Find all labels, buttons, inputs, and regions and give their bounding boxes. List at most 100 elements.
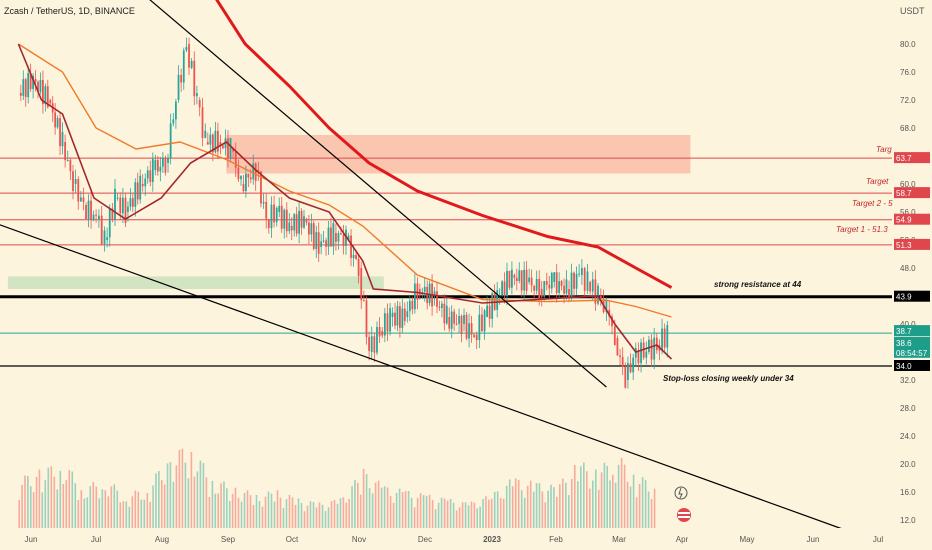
volume-bar bbox=[68, 470, 71, 528]
volume-bar bbox=[446, 500, 449, 528]
candle-body bbox=[594, 279, 597, 304]
green-zone bbox=[7, 276, 384, 289]
candle-body bbox=[103, 230, 106, 245]
volume-bar bbox=[258, 501, 261, 528]
candle-body bbox=[114, 188, 116, 220]
volume-bar bbox=[214, 493, 217, 528]
candle-body bbox=[116, 197, 119, 199]
time-tick-label: Jun bbox=[25, 535, 38, 544]
candle-body bbox=[188, 44, 190, 68]
candle-body bbox=[312, 223, 315, 249]
candles-layer bbox=[19, 37, 669, 389]
volume-bar bbox=[38, 469, 41, 528]
volume-bar bbox=[523, 497, 526, 528]
volume-bar bbox=[83, 498, 86, 528]
candle-body bbox=[196, 93, 198, 97]
candle-body bbox=[308, 222, 310, 235]
volume-bar bbox=[199, 460, 202, 528]
candle-body bbox=[111, 208, 114, 220]
candle-body bbox=[39, 79, 42, 92]
candle-body bbox=[240, 175, 242, 180]
candle-body bbox=[373, 336, 376, 353]
price-tick-label: 48.0 bbox=[900, 264, 916, 273]
candle-body bbox=[436, 291, 438, 307]
volume-bar bbox=[603, 462, 606, 528]
candle-body bbox=[211, 134, 214, 153]
candle-body bbox=[650, 339, 653, 360]
volume-bar bbox=[297, 498, 300, 528]
candle-body bbox=[563, 285, 565, 294]
flag-icon[interactable] bbox=[677, 508, 691, 522]
ma-orange-line[interactable] bbox=[18, 43, 672, 318]
alert-icon[interactable] bbox=[674, 486, 688, 500]
candle-body bbox=[394, 312, 396, 326]
candle-body bbox=[320, 241, 323, 247]
trailing-stop-line[interactable] bbox=[17, 43, 673, 360]
volume-bar bbox=[425, 495, 428, 528]
candle-body bbox=[217, 130, 219, 152]
annotation-target: Target bbox=[866, 177, 889, 186]
candle-body bbox=[46, 86, 49, 108]
candle-body bbox=[204, 130, 207, 139]
candle-body bbox=[458, 315, 460, 324]
volume-bar bbox=[449, 498, 452, 528]
volume-bar bbox=[583, 462, 585, 528]
trendline[interactable] bbox=[136, 0, 607, 388]
volume-bar bbox=[226, 488, 228, 528]
volume-bar bbox=[377, 480, 380, 528]
candle-body bbox=[54, 112, 57, 128]
candle-body bbox=[85, 205, 87, 219]
volume-bar bbox=[333, 499, 336, 528]
volume-bar bbox=[535, 483, 538, 528]
candle-body bbox=[463, 314, 465, 324]
time-tick-label: Sep bbox=[221, 535, 236, 544]
candle-body bbox=[450, 311, 453, 329]
volume-bar bbox=[434, 509, 437, 528]
candle-body bbox=[515, 277, 518, 282]
candle-body bbox=[383, 313, 386, 336]
price-axis-panel[interactable] bbox=[892, 0, 932, 528]
candle-body bbox=[61, 131, 64, 147]
candle-body bbox=[44, 86, 47, 105]
candle-body bbox=[180, 74, 183, 83]
candle-body bbox=[242, 184, 245, 192]
volume-bar bbox=[586, 471, 588, 528]
volume-bar bbox=[629, 486, 632, 528]
candle-body bbox=[465, 314, 468, 339]
candle-body bbox=[131, 198, 134, 207]
volume-bar bbox=[464, 502, 467, 528]
candle-body bbox=[443, 303, 446, 324]
ma-200-line[interactable] bbox=[214, 0, 673, 289]
volume-bar bbox=[294, 504, 297, 528]
price-tick-label: 24.0 bbox=[900, 432, 916, 441]
time-tick-label: Mar bbox=[612, 535, 626, 544]
candle-body bbox=[262, 201, 265, 204]
volume-bar bbox=[309, 501, 312, 528]
candle-body bbox=[441, 303, 443, 308]
volume-bar bbox=[339, 498, 342, 528]
volume-bar bbox=[217, 493, 219, 528]
candle-body bbox=[206, 142, 209, 145]
volume-bar bbox=[122, 501, 125, 528]
candle-body bbox=[305, 219, 308, 223]
candle-body bbox=[330, 227, 332, 247]
volume-bar bbox=[113, 484, 116, 528]
volume-bar bbox=[29, 486, 32, 528]
candle-body bbox=[332, 223, 335, 247]
candle-body bbox=[621, 356, 624, 367]
price-tick-label: 56.0 bbox=[900, 208, 916, 217]
price-tick-label: 40.0 bbox=[900, 320, 916, 329]
volume-bar bbox=[437, 502, 440, 528]
candle-body bbox=[293, 214, 296, 231]
time-axis-panel[interactable] bbox=[0, 528, 892, 550]
volume-bar bbox=[95, 486, 98, 528]
volume-bar bbox=[234, 487, 237, 528]
candle-body bbox=[391, 312, 394, 317]
volume-bar bbox=[143, 499, 146, 528]
candle-body bbox=[501, 281, 503, 296]
volume-bar bbox=[32, 492, 35, 528]
candle-body bbox=[159, 166, 162, 172]
trendline[interactable] bbox=[0, 205, 857, 535]
volume-bar bbox=[35, 476, 38, 528]
